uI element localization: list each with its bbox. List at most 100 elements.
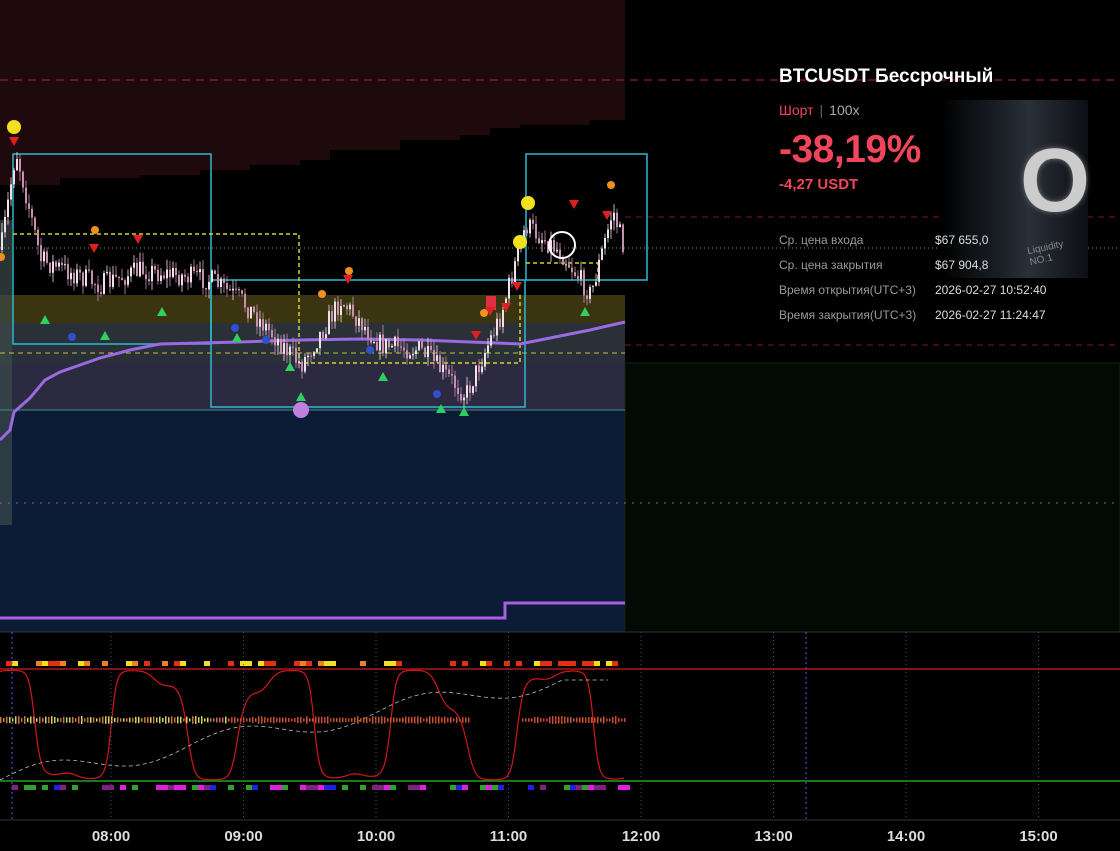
histogram-bar xyxy=(225,716,227,724)
signal-dot xyxy=(68,333,76,341)
candle-body xyxy=(121,278,123,281)
candle-body xyxy=(148,279,150,282)
histogram-bar xyxy=(78,716,80,724)
histogram-bar xyxy=(549,716,551,724)
histogram-bar xyxy=(621,718,623,722)
candle-body xyxy=(61,262,63,266)
candle-body xyxy=(454,375,456,388)
state-bar xyxy=(570,661,576,666)
state-bar xyxy=(618,785,624,790)
candle-body xyxy=(346,305,348,310)
candle-body xyxy=(214,270,216,275)
histogram-bar xyxy=(24,716,26,724)
histogram-bar xyxy=(219,717,221,723)
histogram-bar xyxy=(336,718,338,722)
histogram-bar xyxy=(456,717,458,723)
histogram-bar xyxy=(144,717,146,723)
candle-body xyxy=(97,284,99,293)
candle-body xyxy=(217,274,219,287)
candle-body xyxy=(28,203,30,209)
detail-value: $67 904,8 xyxy=(935,258,989,272)
candle-body xyxy=(400,346,402,348)
state-bar xyxy=(450,785,456,790)
detail-value: $67 655,0 xyxy=(935,233,989,247)
candle-body xyxy=(319,331,321,349)
histogram-bar xyxy=(162,717,164,723)
candle-body xyxy=(361,318,363,331)
histogram-bar xyxy=(222,717,224,723)
histogram-bar xyxy=(240,718,242,722)
candle-body xyxy=(91,270,93,285)
candle-body xyxy=(100,292,102,294)
candle-body xyxy=(598,259,600,282)
state-bar xyxy=(108,785,114,790)
time-axis: 08:00 09:00 10:00 11:00 12:00 13:00 14:00 15:00 xyxy=(11,632,1058,845)
candle-body xyxy=(538,238,540,244)
histogram-bar xyxy=(237,718,239,722)
state-bar xyxy=(516,661,522,666)
candle-body xyxy=(202,269,204,288)
histogram-bar xyxy=(324,717,326,723)
state-bar xyxy=(162,785,168,790)
histogram-bar xyxy=(396,717,398,723)
state-bar xyxy=(564,785,570,790)
histogram-bar xyxy=(255,718,257,722)
candle-body xyxy=(253,306,255,313)
histogram-bar xyxy=(303,718,305,722)
histogram-bar xyxy=(159,716,161,724)
candle-body xyxy=(442,364,444,373)
candle-body xyxy=(436,355,438,361)
histogram-bar xyxy=(405,716,407,724)
histogram-bar xyxy=(594,717,596,723)
histogram-bar xyxy=(126,718,128,722)
candle-body xyxy=(496,318,498,336)
histogram-bar xyxy=(309,718,311,722)
yellow-band xyxy=(0,295,625,323)
candle-body xyxy=(223,278,225,284)
state-bar xyxy=(480,785,486,790)
candle-body xyxy=(301,361,303,372)
state-bar xyxy=(384,785,390,790)
histogram-bar xyxy=(300,716,302,724)
candle-body xyxy=(607,229,609,239)
histogram-bar xyxy=(192,716,194,724)
candle-body xyxy=(469,385,471,393)
state-bar xyxy=(540,661,546,666)
state-bar xyxy=(300,661,306,666)
candle-body xyxy=(37,229,39,246)
candle-body xyxy=(250,306,252,319)
candle-body xyxy=(523,230,525,241)
histogram-bar xyxy=(411,716,413,724)
candle-body xyxy=(274,337,276,346)
candle-body xyxy=(292,346,294,348)
details: Ср. цена входа $67 655,0 Ср. цена закрытия… xyxy=(779,233,1109,333)
candle-body xyxy=(397,336,399,347)
candle-body xyxy=(1,232,3,250)
histogram-bar xyxy=(600,717,602,723)
histogram-bar xyxy=(357,716,359,724)
histogram-bar xyxy=(399,718,401,722)
histogram-bar xyxy=(234,716,236,724)
signal-dot xyxy=(521,196,535,210)
histogram-bar xyxy=(330,718,332,722)
candle-body xyxy=(106,271,108,274)
candle-body xyxy=(355,316,357,326)
candle-body xyxy=(571,267,573,273)
candle-body xyxy=(16,158,18,171)
histogram-bar xyxy=(156,717,158,723)
candle-body xyxy=(178,274,180,286)
candle-body xyxy=(514,261,516,284)
histogram-bar xyxy=(468,717,470,723)
candle-body xyxy=(487,345,489,353)
state-bar xyxy=(318,785,324,790)
candle-body xyxy=(385,338,387,354)
candle-body xyxy=(31,208,33,218)
candle-body xyxy=(445,364,447,370)
state-bar xyxy=(144,661,150,666)
histogram-bar xyxy=(3,717,5,723)
logo: O Liquidity NO.1 xyxy=(940,100,1090,278)
signal-dot xyxy=(293,402,309,418)
signal-dot xyxy=(433,390,441,398)
detail-value: 2026-02-27 10:52:40 xyxy=(935,283,1047,297)
